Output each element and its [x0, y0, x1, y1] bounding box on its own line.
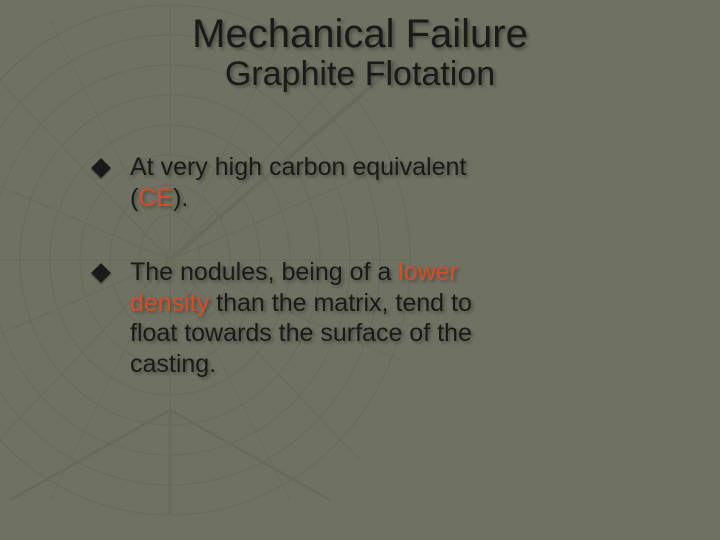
- diamond-bullet-icon: [91, 263, 111, 283]
- bullet-text: At very high carbon equivalent (CE).: [130, 152, 510, 213]
- diamond-bullet-icon: [91, 158, 111, 178]
- slide-subtitle: Graphite Flotation: [40, 55, 680, 94]
- bullet-text: The nodules, being of a lower density th…: [130, 257, 510, 379]
- bullet-item: The nodules, being of a lower density th…: [94, 257, 510, 379]
- bullet-text-highlight: CE: [138, 184, 173, 212]
- bullet-item: At very high carbon equivalent (CE).: [94, 152, 510, 213]
- slide-container: Mechanical Failure Graphite Flotation At…: [0, 0, 720, 540]
- bullet-text-post: ).: [173, 184, 188, 212]
- bullet-list: At very high carbon equivalent (CE). The…: [40, 152, 510, 379]
- bullet-text-pre: The nodules, being of a: [130, 258, 398, 286]
- slide-title: Mechanical Failure: [40, 12, 680, 57]
